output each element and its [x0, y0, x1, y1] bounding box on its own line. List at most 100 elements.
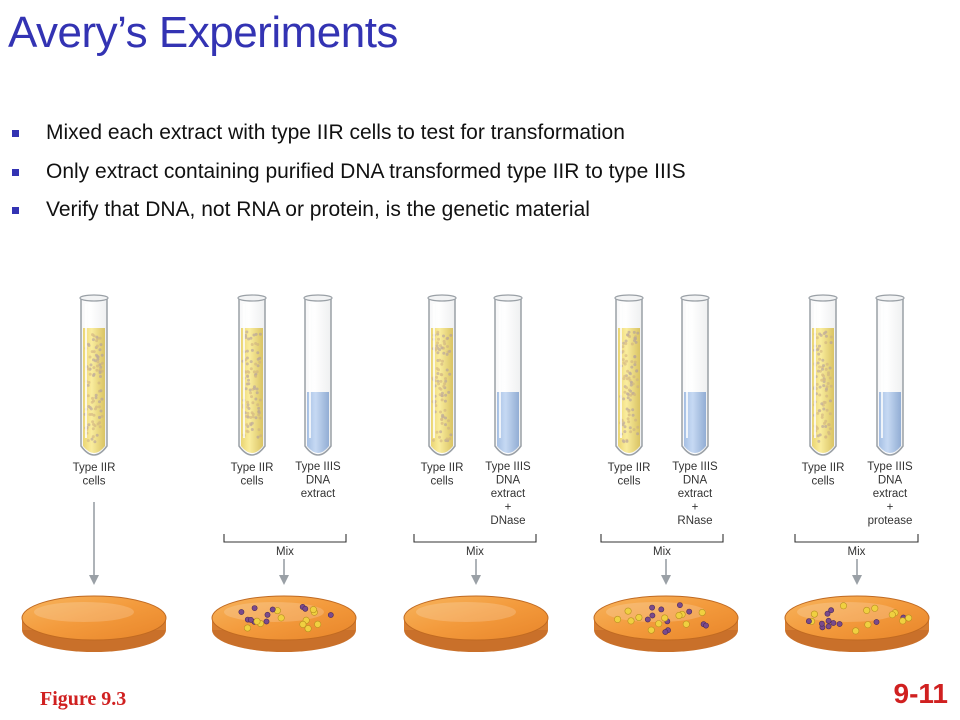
bullet-square-icon — [12, 207, 19, 214]
colony-smooth — [635, 613, 643, 621]
label-line: Type IIR — [802, 462, 845, 474]
tube-rim — [79, 294, 109, 302]
colony-smooth — [661, 614, 669, 622]
cell-tube — [79, 294, 109, 456]
mix-bracket — [223, 534, 347, 543]
colony-rough — [658, 606, 665, 613]
arrow-head — [852, 575, 862, 585]
label-line: Type IIIS — [672, 461, 718, 473]
colony-rough — [677, 602, 683, 608]
label-line: cells — [811, 476, 834, 488]
tube-glass — [304, 298, 332, 456]
label-line: Type IIR — [421, 462, 464, 474]
experiment-2: Type IIR cells Type IIIS DNA extract Mix — [211, 294, 357, 652]
bullet-text: Verify that DNA, not RNA or protein, is … — [46, 198, 590, 221]
label-line: extract — [873, 488, 908, 500]
mix-bracket — [413, 534, 537, 543]
experiment-5: Type IIR cells Type IIIS DNA extract + proteas… — [784, 294, 930, 652]
colony-smooth — [839, 602, 847, 610]
colony-rough — [703, 622, 709, 629]
tube-rim — [680, 294, 710, 302]
label-line: DNA — [306, 475, 331, 487]
colony-rough — [806, 618, 812, 625]
tube-glass — [809, 298, 837, 456]
colony-smooth — [682, 620, 690, 628]
extract-tube — [303, 294, 333, 456]
label-line: Type IIIS — [485, 461, 531, 473]
colony-smooth — [871, 604, 879, 612]
label-line: Type IIR — [231, 462, 274, 474]
extract-label: Type IIIS DNA extract — [295, 461, 341, 500]
colony-rough — [686, 608, 693, 615]
tube-glass — [615, 298, 643, 456]
colony-smooth — [905, 614, 913, 622]
cell-tube — [237, 294, 267, 456]
colony-smooth — [299, 620, 307, 628]
bullet-text: Only extract containing purified DNA tra… — [46, 159, 686, 183]
label-line: Type IIR — [73, 462, 116, 474]
colony-rough — [825, 617, 832, 624]
label-line: + — [505, 502, 512, 514]
colony-smooth — [627, 617, 635, 625]
colony-smooth — [899, 617, 907, 625]
label-line: cells — [617, 476, 640, 488]
colony-smooth — [675, 611, 683, 619]
label-line: extract — [678, 488, 713, 500]
tube-rim — [493, 294, 523, 302]
bullet-list: Mixed each extract with type IIR cells t… — [10, 118, 686, 234]
mix-bracket — [600, 534, 724, 543]
tube-glass — [428, 298, 456, 456]
tube-glass — [238, 298, 266, 456]
tube-rim — [875, 294, 905, 302]
cell-tube — [808, 294, 838, 456]
colony-smooth — [309, 606, 317, 614]
colony-rough — [264, 611, 271, 618]
bullet-square-icon — [12, 130, 19, 137]
bullet-item: Mixed each extract with type IIR cells t… — [10, 118, 686, 157]
cells-label: Type IIR cells — [802, 462, 845, 488]
arrow-head — [471, 575, 481, 585]
cells-label: Type IIR cells — [231, 462, 274, 488]
label-line: Type IIIS — [295, 461, 341, 473]
colony-rough — [327, 612, 334, 618]
petri-dish — [593, 595, 739, 652]
mix-label: Mix — [466, 546, 484, 558]
label-line: cells — [240, 476, 263, 488]
colony-smooth — [864, 621, 872, 629]
label-line: protease — [868, 515, 913, 527]
cell-tube — [427, 294, 457, 456]
tube-rim — [303, 294, 333, 302]
colony-rough — [825, 623, 832, 630]
colony-smooth — [624, 607, 632, 615]
colony-smooth — [277, 614, 285, 622]
tube-glass — [681, 298, 709, 456]
tube-glass — [80, 298, 108, 456]
label-line: DNase — [490, 515, 525, 527]
colony-smooth — [888, 611, 896, 619]
cells-label: Type IIR cells — [73, 462, 116, 488]
arrow-head — [661, 575, 671, 585]
colony-rough — [247, 616, 254, 623]
bullet-item: Only extract containing purified DNA tra… — [10, 157, 686, 196]
colony-smooth — [863, 606, 871, 614]
label-line: DNA — [496, 475, 521, 487]
label-line: + — [887, 502, 894, 514]
label-line: DNA — [683, 475, 708, 487]
dish-shine — [34, 602, 134, 622]
petri-dish — [211, 595, 357, 652]
colony-rough — [828, 607, 834, 614]
colony-smooth — [655, 620, 663, 628]
dish-shine — [416, 602, 516, 622]
extract-tube — [680, 294, 710, 456]
colony-rough — [819, 620, 825, 627]
slide-title: Avery’s Experiments — [8, 8, 398, 57]
mix-label: Mix — [653, 546, 671, 558]
label-line: extract — [491, 488, 526, 500]
tube-rim — [237, 294, 267, 302]
colony-smooth — [614, 615, 622, 623]
tube-rim — [614, 294, 644, 302]
label-line: + — [692, 502, 699, 514]
experiment-1: Type IIR cells — [21, 294, 167, 652]
colony-rough — [836, 621, 843, 627]
experiment-4: Type IIR cells Type IIIS DNA extract + RNase Mi… — [593, 294, 739, 652]
